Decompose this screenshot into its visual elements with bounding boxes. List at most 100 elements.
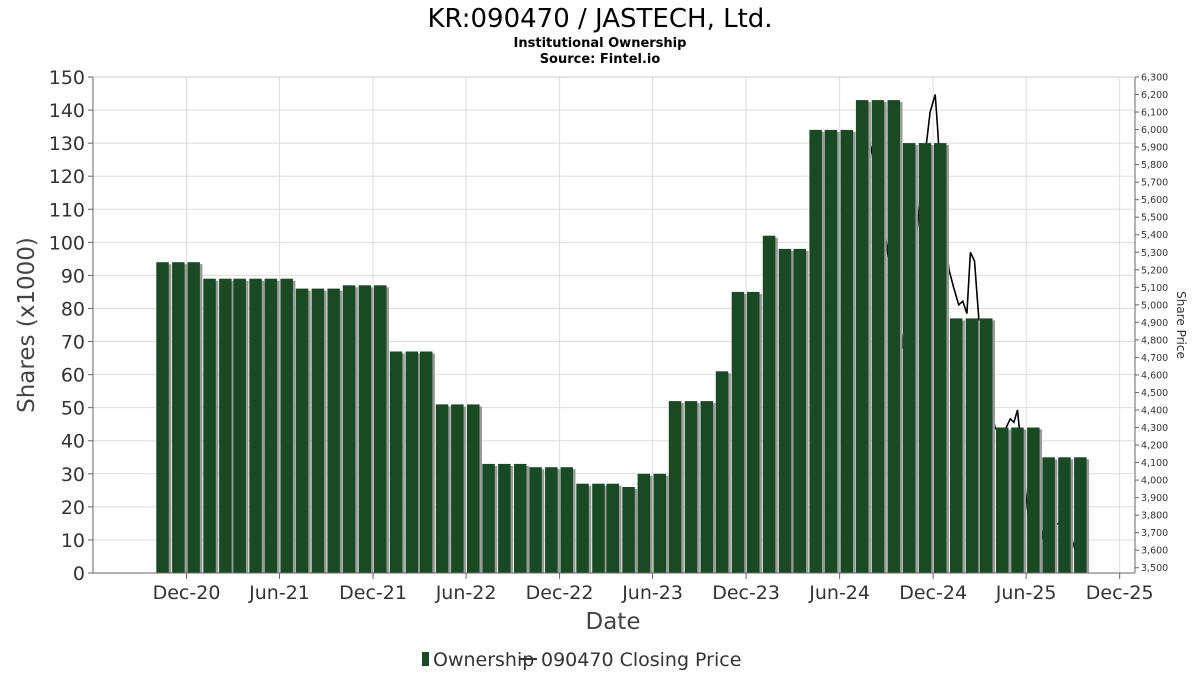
y-tick-label: 20 [61,497,85,519]
ownership-bar [731,291,745,573]
ownership-bar [980,318,993,573]
ownership-bar [374,285,387,573]
ownership-bars [156,100,1087,573]
ownership-bar [995,427,1009,573]
y2-tick-label: 5,300 [1141,248,1168,259]
ownership-bar [467,404,480,573]
ownership-bar [840,129,853,573]
ownership-bar [514,463,527,573]
y2-tick-label: 6,200 [1141,90,1168,101]
ownership-bar [622,487,635,573]
y-tick-label: 80 [61,298,85,320]
ownership-bar [949,318,963,573]
legend: Ownership 090470 Closing Price [422,649,741,671]
ownership-bar [482,463,495,573]
legend-ownership-label: Ownership [433,649,534,671]
ownership-bar [793,248,806,573]
ownership-bar [1074,457,1087,573]
y2-tick-label: 3,900 [1141,493,1168,504]
ownership-bar [1027,427,1040,573]
y2-axis-title: Share Price [1174,291,1188,359]
ownership-bar [156,262,169,573]
ownership-bar [187,262,200,573]
x-tick-label: Dec-23 [712,582,780,604]
ownership-bar [172,262,185,573]
ownership-bar [311,288,325,573]
ownership-bar [934,143,947,573]
ownership-bar [918,143,932,573]
ownership-bar [1058,457,1071,573]
y2-tick-label: 4,200 [1141,441,1168,452]
ownership-bar [419,351,433,573]
y-tick-label: 130 [49,133,85,155]
chart-source: Source: Fintel.io [540,52,661,67]
ownership-bar [902,143,916,573]
y-tick-label: 90 [61,265,85,287]
ownership-bar [855,100,869,573]
y-tick-label: 150 [49,67,85,89]
x-tick-label: Jun-23 [621,582,683,604]
y2-tick-label: 5,000 [1141,300,1168,311]
ownership-bar [389,351,403,573]
ownership-bar [606,483,619,573]
y2-tick-label: 5,900 [1141,143,1168,154]
axes [92,76,1136,574]
y-tick-label: 70 [61,332,85,354]
ownership-bar [778,248,792,573]
ownership-bar [965,318,979,573]
ownership-bar [653,473,666,573]
ownership-bar [219,278,232,573]
x-tick-label: Dec-24 [899,582,967,604]
legend-price-label: 090470 Closing Price [541,649,741,671]
y2-tick-label: 4,100 [1141,458,1168,469]
y2-tick-label: 5,500 [1141,213,1168,224]
ownership-bar [358,285,372,573]
ownership-bar [637,473,651,573]
ownership-bar [295,288,309,573]
ownership-bar [684,401,698,573]
y2-tick-label: 4,400 [1141,406,1168,417]
y-tick-label: 140 [49,100,85,122]
y-tick-label: 60 [61,365,85,387]
ownership-bar [871,100,885,573]
x-axis-ticks: Dec-20 Jun-21 Dec-21 Jun-22 Dec-22 Jun-23 Dec-… [153,573,1154,604]
y2-tick-label: 5,400 [1141,230,1168,241]
x-tick-label: Dec-22 [526,582,594,604]
ownership-bar [203,278,216,573]
y2-tick-label: 6,300 [1141,73,1168,84]
y2-tick-label: 4,900 [1141,318,1168,329]
x-tick-label: Jun-24 [808,582,870,604]
ownership-bar [280,278,293,573]
y-tick-label: 50 [61,398,85,420]
ownership-bar [545,467,558,573]
y2-tick-label: 4,700 [1141,353,1168,364]
y2-tick-label: 5,100 [1141,283,1168,294]
y2-tick-label: 4,600 [1141,370,1168,381]
x-tick-label: Jun-21 [248,582,310,604]
ownership-bar [529,467,542,573]
x-tick-label: Dec-20 [153,582,221,604]
right-axis-ticks: 3,500 3,600 3,700 3,800 3,900 4,000 4,100 4,200… [1135,73,1168,574]
ownership-bar [715,371,729,573]
ownership-bar [451,404,464,573]
ownership-bar [233,278,246,573]
y-tick-label: 110 [49,199,85,221]
y2-tick-label: 6,000 [1141,125,1168,136]
y2-tick-label: 5,600 [1141,195,1168,206]
chart-subtitle: Institutional Ownership [514,36,687,51]
ownership-bar [560,467,573,573]
x-tick-label: Dec-21 [339,582,407,604]
y-tick-label: 10 [61,530,85,552]
y-axis-title: Shares (x1000) [14,237,40,413]
y2-tick-label: 3,800 [1141,511,1168,522]
ownership-bar [342,285,356,573]
y2-tick-label: 3,500 [1141,563,1168,574]
y-tick-label: 40 [61,431,85,453]
ownership-bar [887,100,900,573]
x-tick-label: Dec-25 [1086,582,1154,604]
ownership-bar [1011,427,1024,573]
y2-tick-label: 4,300 [1141,423,1168,434]
legend-ownership-swatch [422,652,429,666]
ownership-bar [809,129,822,573]
